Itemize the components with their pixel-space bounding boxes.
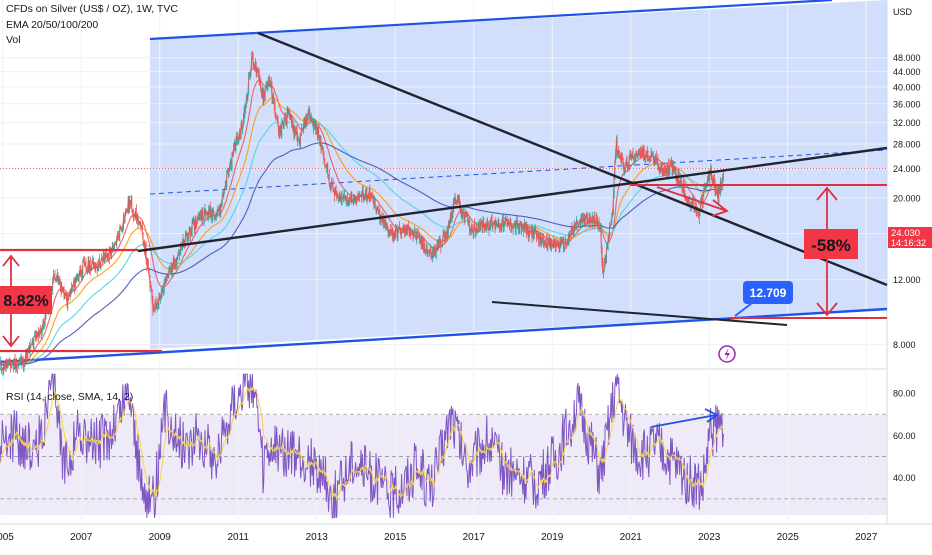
rsi-legend[interactable]: RSI (14, close, SMA, 14, 2) (6, 391, 134, 403)
x-tick-label: 2013 (306, 532, 329, 543)
y-tick-label: 20.000 (893, 193, 921, 203)
y-tick-label: 24.000 (893, 164, 921, 174)
pct-right-label: -58% (811, 236, 851, 255)
rsi-series (0, 373, 887, 519)
x-tick-label: 2025 (777, 532, 800, 543)
y-tick-label: 36.000 (893, 99, 921, 109)
channel-mid-dashed (149, 149, 888, 195)
rsi-tick-label: 40.00 (893, 473, 916, 483)
x-tick-label: 2021 (620, 532, 643, 543)
red-arrowhead-left-bottom (2, 335, 20, 348)
x-tick-label: 2019 (541, 532, 564, 543)
grid (0, 0, 887, 524)
lightning-icon-glyph (724, 348, 730, 361)
ema-100-line (0, 121, 724, 366)
rsi-signal-line (0, 386, 724, 501)
pct-right-box[interactable] (804, 229, 858, 259)
rsi-tick-label: 60.00 (893, 431, 916, 441)
legend-ema[interactable]: EMA 20/50/100/200 (6, 19, 99, 31)
rsi-arrowhead (704, 408, 719, 423)
x-tick-label: 2017 (463, 532, 486, 543)
trendline-down (257, 31, 888, 287)
rsi-line (0, 373, 724, 519)
y-tick-label: 48.000 (893, 53, 921, 63)
pct-left-label: 8.82% (3, 293, 48, 310)
y-tick-label: 12.000 (893, 275, 921, 285)
red-pointer-line (656, 186, 728, 212)
y-tick-label: 28.000 (893, 140, 921, 150)
x-tick-label: 2015 (384, 532, 407, 543)
x-tick-label: 2007 (70, 532, 93, 543)
trendline-support (491, 301, 788, 326)
callout-box[interactable] (743, 281, 793, 304)
channel-top-line (149, 0, 833, 41)
price-series (0, 50, 887, 377)
x-tick-label: 2023 (698, 532, 721, 543)
rsi-tick-label: 80.00 (893, 389, 916, 399)
currency-label: USD (893, 7, 913, 17)
callout-pointer (734, 302, 753, 317)
legend-symbol[interactable]: CFDs on Silver (US$ / OZ), 1W, TVC (6, 3, 178, 15)
pct-left-box[interactable] (0, 286, 52, 314)
red-arrowhead-left-top (2, 254, 20, 267)
y-tick-label: 8.000 (893, 340, 916, 350)
x-tick-label: 2027 (855, 532, 878, 543)
rsi-arrow (650, 414, 717, 428)
x-tick-label: 2011 (227, 532, 249, 543)
current-price-tag[interactable] (888, 227, 932, 248)
ema-200-line (0, 142, 724, 366)
red-pointer-head (711, 199, 729, 217)
y-tick-label: 44.000 (893, 67, 921, 77)
callout-label: 12.709 (750, 286, 787, 300)
x-tick-label: 2005 (0, 532, 14, 543)
y-tick-label: 40.000 (893, 82, 921, 92)
y-tick-label: 32.000 (893, 118, 921, 128)
x-axis: 2005 2007 2009 2011 2013 2015 2017 2019 2021 2023… (0, 532, 878, 543)
legend-vol[interactable]: Vol (6, 34, 21, 46)
x-tick-label: 2009 (149, 532, 172, 543)
countdown-label: 14:16:32 (891, 238, 926, 248)
y-axis: 8.00012.00016.00020.00024.00028.00032.00… (893, 53, 921, 483)
price-line (0, 56, 724, 372)
current-price-label: 24.030 (891, 228, 920, 239)
trendline-up (137, 146, 888, 253)
red-arrowhead-right-bottom (816, 302, 838, 317)
red-arrowhead-right-top (816, 186, 838, 201)
